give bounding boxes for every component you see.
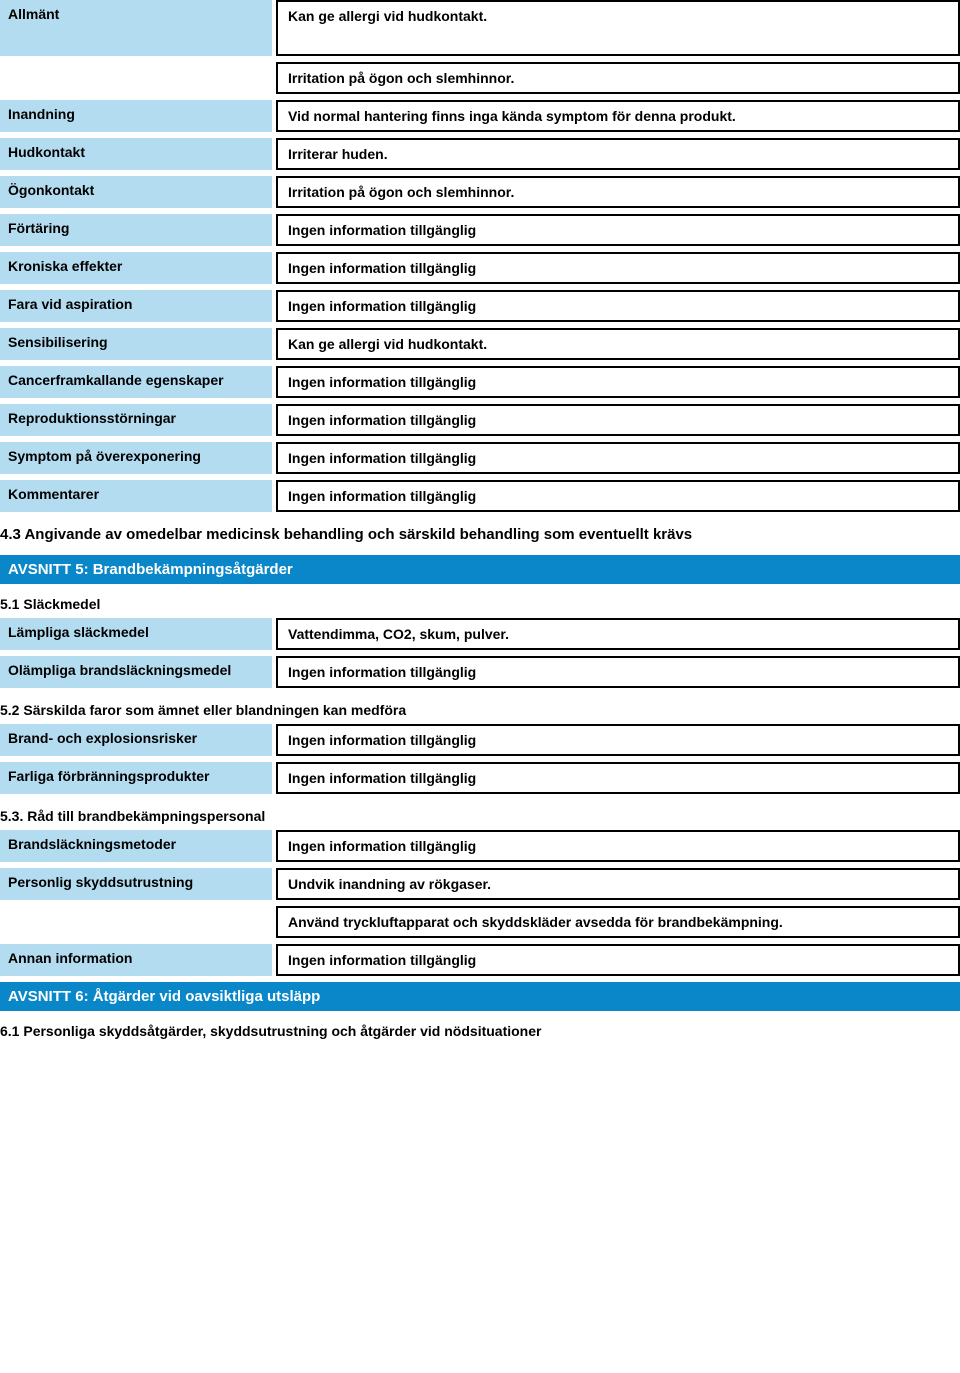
- value-ogonkontakt: Irritation på ögon och slemhinnor.: [276, 176, 960, 208]
- row-allmant: Allmänt Kan ge allergi vid hudkontakt.: [0, 0, 960, 56]
- label-reprod: Reproduktionsstörningar: [0, 404, 272, 436]
- value-hudkontakt: Irriterar huden.: [276, 138, 960, 170]
- value-cancer: Ingen information tillgänglig: [276, 366, 960, 398]
- label-symptom: Symptom på överexponering: [0, 442, 272, 474]
- subheading-5-1: 5.1 Släckmedel: [0, 588, 960, 618]
- row-annan: Annan information Ingen information till…: [0, 944, 960, 976]
- label-kroniska: Kroniska effekter: [0, 252, 272, 284]
- label-inandning: Inandning: [0, 100, 272, 132]
- row-fortaring: Förtäring Ingen information tillgänglig: [0, 214, 960, 246]
- value-allmant-1: Kan ge allergi vid hudkontakt.: [276, 0, 960, 56]
- value-sensibilisering: Kan ge allergi vid hudkontakt.: [276, 328, 960, 360]
- row-symptom: Symptom på överexponering Ingen informat…: [0, 442, 960, 474]
- row-allmant-2: Irritation på ögon och slemhinnor.: [0, 62, 960, 94]
- row-kommentarer: Kommentarer Ingen information tillgängli…: [0, 480, 960, 512]
- value-allmant-2: Irritation på ögon och slemhinnor.: [276, 62, 960, 94]
- row-brand: Brand- och explosionsrisker Ingen inform…: [0, 724, 960, 756]
- label-personlig: Personlig skyddsutrustning: [0, 868, 272, 900]
- label-metoder: Brandsläckningsmetoder: [0, 830, 272, 862]
- value-farliga: Ingen information tillgänglig: [276, 762, 960, 794]
- value-fara: Ingen information tillgänglig: [276, 290, 960, 322]
- label-farliga: Farliga förbränningsprodukter: [0, 762, 272, 794]
- row-ogonkontakt: Ögonkontakt Irritation på ögon och slemh…: [0, 176, 960, 208]
- label-brand: Brand- och explosionsrisker: [0, 724, 272, 756]
- value-annan: Ingen information tillgänglig: [276, 944, 960, 976]
- label-annan: Annan information: [0, 944, 272, 976]
- row-fara: Fara vid aspiration Ingen information ti…: [0, 290, 960, 322]
- value-personlig-1: Undvik inandning av rökgaser.: [276, 868, 960, 900]
- row-personlig: Personlig skyddsutrustning Undvik inandn…: [0, 868, 960, 900]
- row-metoder: Brandsläckningsmetoder Ingen information…: [0, 830, 960, 862]
- row-inandning: Inandning Vid normal hantering finns ing…: [0, 100, 960, 132]
- row-reprod: Reproduktionsstörningar Ingen informatio…: [0, 404, 960, 436]
- value-brand: Ingen information tillgänglig: [276, 724, 960, 756]
- value-fortaring: Ingen information tillgänglig: [276, 214, 960, 246]
- label-allmant: Allmänt: [0, 0, 272, 56]
- subheading-5-3: 5.3. Råd till brandbekämpningspersonal: [0, 800, 960, 830]
- row-farliga: Farliga förbränningsprodukter Ingen info…: [0, 762, 960, 794]
- label-fortaring: Förtäring: [0, 214, 272, 246]
- value-symptom: Ingen information tillgänglig: [276, 442, 960, 474]
- value-olampliga: Ingen information tillgänglig: [276, 656, 960, 688]
- label-ogonkontakt: Ögonkontakt: [0, 176, 272, 208]
- label-kommentarer: Kommentarer: [0, 480, 272, 512]
- label-cancer: Cancerframkallande egenskaper: [0, 366, 272, 398]
- row-cancer: Cancerframkallande egenskaper Ingen info…: [0, 366, 960, 398]
- value-kommentarer: Ingen information tillgänglig: [276, 480, 960, 512]
- row-olampliga: Olämpliga brandsläckningsmedel Ingen inf…: [0, 656, 960, 688]
- row-kroniska: Kroniska effekter Ingen information till…: [0, 252, 960, 284]
- value-kroniska: Ingen information tillgänglig: [276, 252, 960, 284]
- value-inandning: Vid normal hantering finns inga kända sy…: [276, 100, 960, 132]
- value-lampliga: Vattendimma, CO2, skum, pulver.: [276, 618, 960, 650]
- label-hudkontakt: Hudkontakt: [0, 138, 272, 170]
- row-hudkontakt: Hudkontakt Irriterar huden.: [0, 138, 960, 170]
- label-sensibilisering: Sensibilisering: [0, 328, 272, 360]
- section-6-header: AVSNITT 6: Åtgärder vid oavsiktliga utsl…: [0, 982, 960, 1011]
- subheading-6-1: 6.1 Personliga skyddsåtgärder, skyddsutr…: [0, 1015, 960, 1045]
- value-reprod: Ingen information tillgänglig: [276, 404, 960, 436]
- row-sensibilisering: Sensibilisering Kan ge allergi vid hudko…: [0, 328, 960, 360]
- row-personlig-2: Använd tryckluftapparat och skyddskläder…: [0, 906, 960, 938]
- section-5-header: AVSNITT 5: Brandbekämpningsåtgärder: [0, 555, 960, 584]
- subheading-5-2: 5.2 Särskilda faror som ämnet eller blan…: [0, 694, 960, 724]
- subheading-4-3: 4.3 Angivande av omedelbar medicinsk beh…: [0, 518, 960, 549]
- value-metoder: Ingen information tillgänglig: [276, 830, 960, 862]
- value-personlig-2: Använd tryckluftapparat och skyddskläder…: [276, 906, 960, 938]
- label-fara: Fara vid aspiration: [0, 290, 272, 322]
- row-lampliga: Lämpliga släckmedel Vattendimma, CO2, sk…: [0, 618, 960, 650]
- label-lampliga: Lämpliga släckmedel: [0, 618, 272, 650]
- label-olampliga: Olämpliga brandsläckningsmedel: [0, 656, 272, 688]
